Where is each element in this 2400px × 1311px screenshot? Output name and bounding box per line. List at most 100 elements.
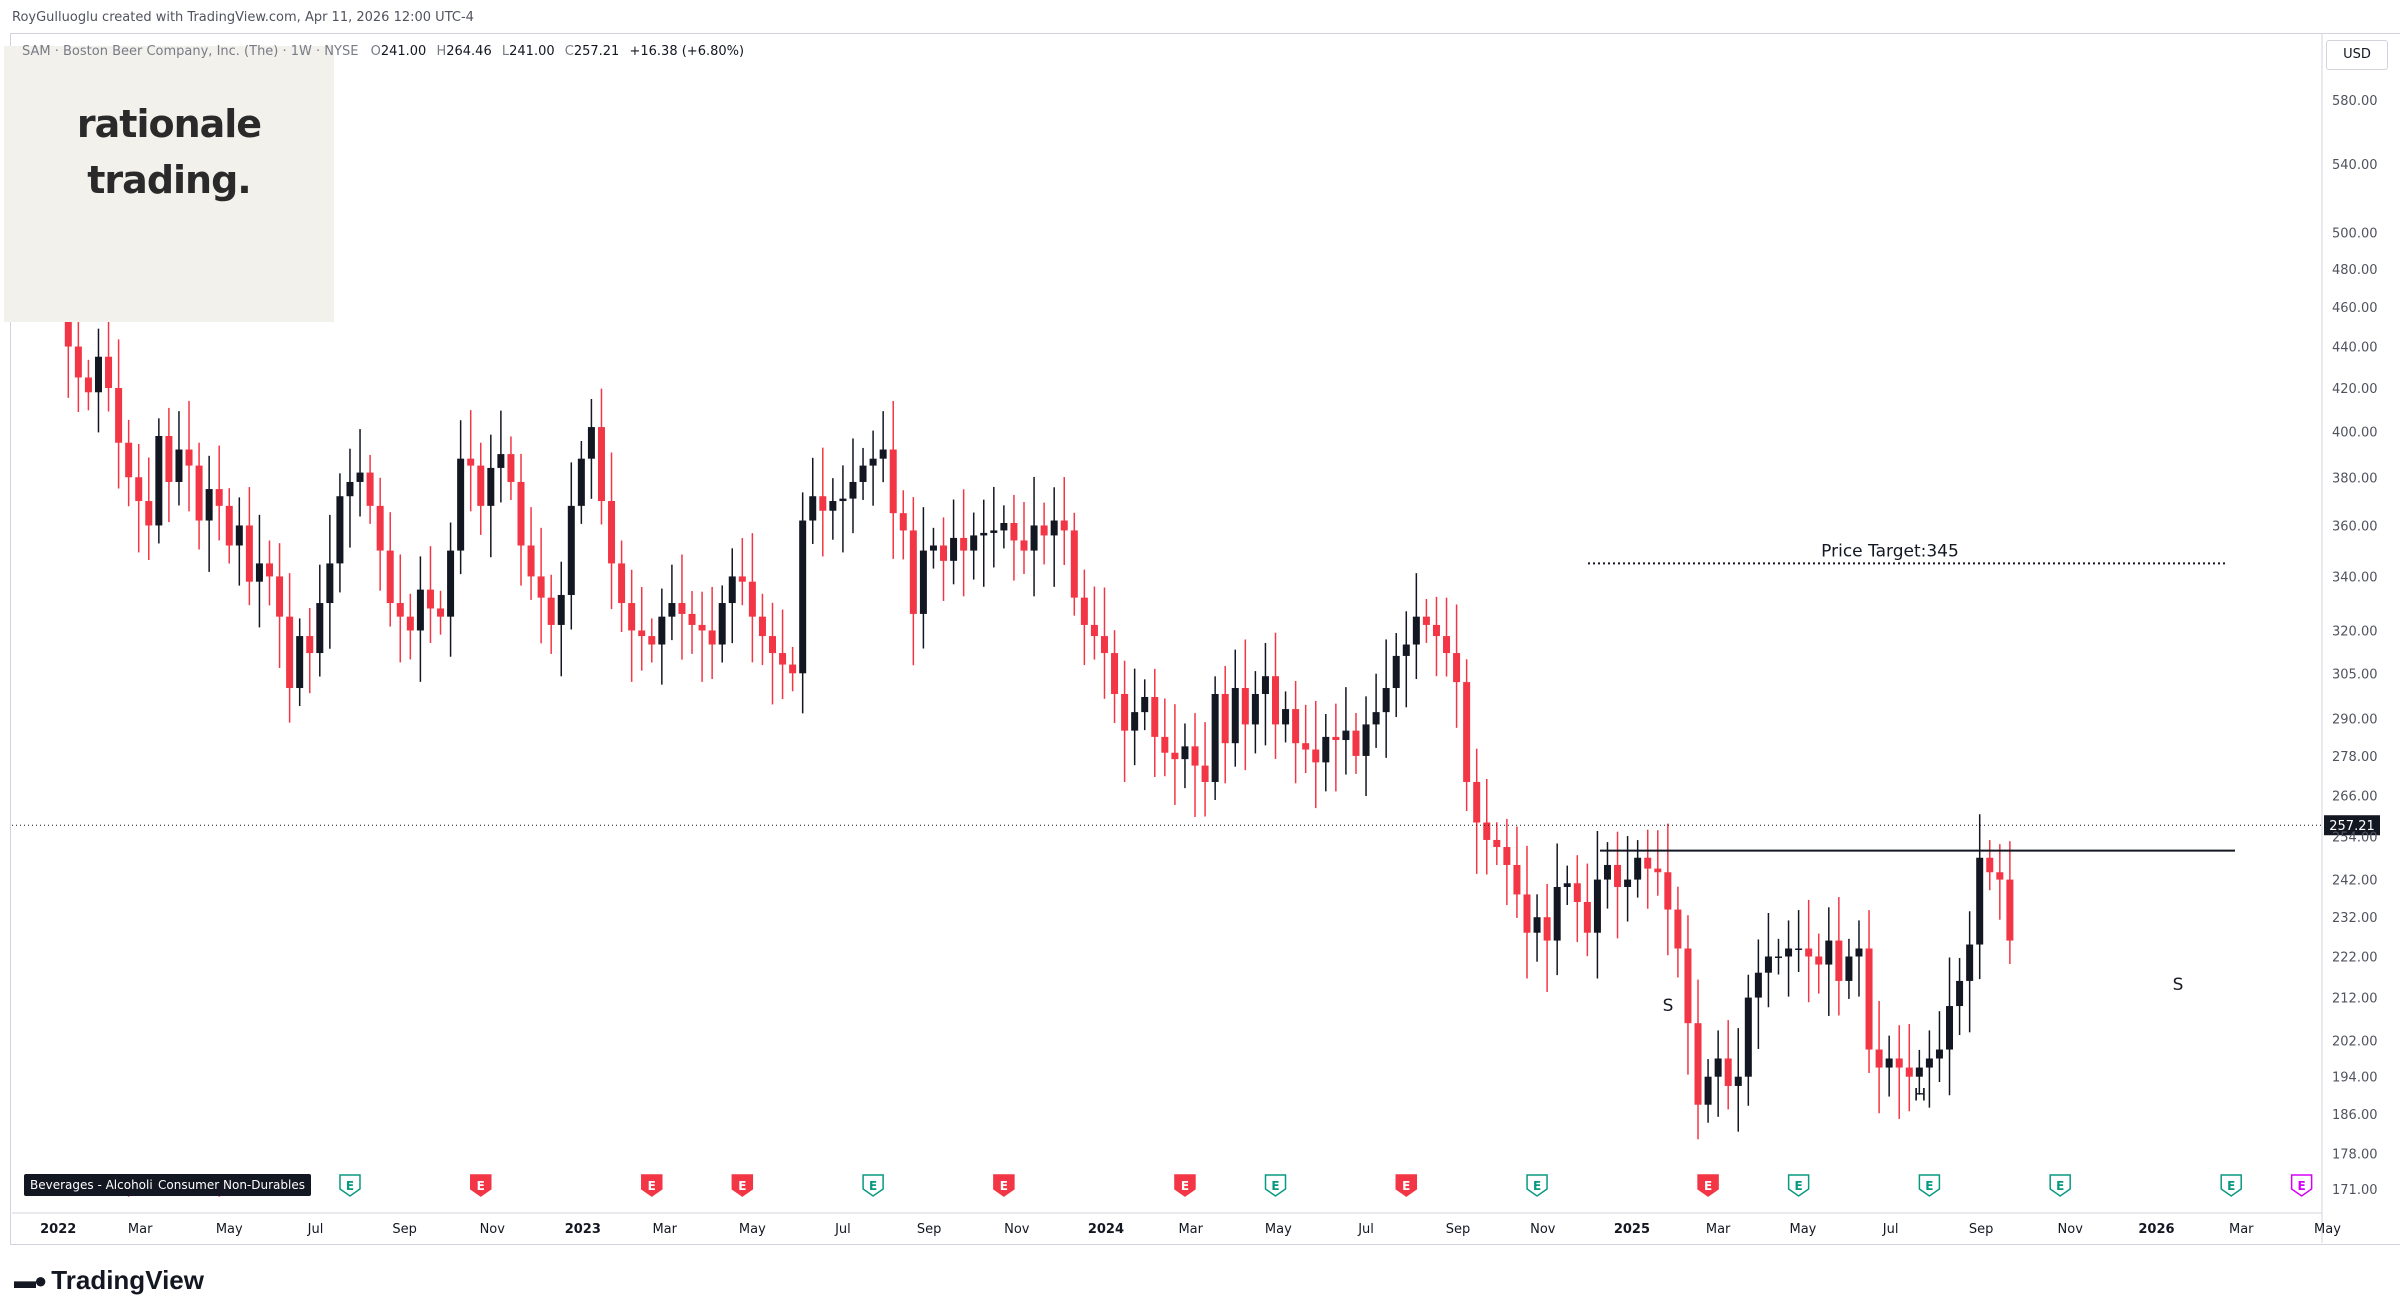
candle-body (1292, 709, 1300, 744)
logo-line-2: trading. (87, 158, 251, 202)
chart-annotation: Price Target:345 (1821, 541, 1959, 561)
candle-body (1030, 525, 1038, 551)
y-tick-label: 500.00 (2332, 227, 2378, 242)
time-axis: 2022 Mar May Jul Sep Nov 2023 Mar May Jul Sep Nov 20… (12, 1212, 2341, 1237)
candle-body (1010, 522, 1018, 541)
logo-line-1: rationale (76, 102, 262, 146)
candle-body (235, 525, 243, 546)
candle-body (185, 449, 193, 466)
earnings-marker-letter: E (346, 1179, 354, 1193)
open-label: O (370, 44, 381, 59)
x-tick-label: May (1265, 1222, 1292, 1237)
candle-body (125, 442, 133, 478)
candle-body (1181, 746, 1189, 760)
y-tick-label: 340.00 (2332, 570, 2378, 585)
candle-body (970, 535, 978, 551)
x-tick-label: Jul (1882, 1222, 1899, 1237)
candle-body (2006, 879, 2014, 941)
candle-body (1925, 1058, 1933, 1068)
x-tick-label: Sep (917, 1222, 942, 1237)
candle-body (84, 377, 92, 393)
earnings-marker-icon (1174, 1174, 1196, 1197)
candle-body (527, 545, 535, 577)
earnings-marker-letter: E (1402, 1179, 1410, 1193)
candle-body (155, 435, 163, 526)
candle-body (326, 563, 334, 604)
candle-body (175, 449, 183, 482)
earnings-marker-icon (1918, 1174, 1941, 1197)
earnings-marker-letter: E (2227, 1179, 2235, 1193)
candle-body (1976, 857, 1984, 945)
candle-body (115, 388, 123, 443)
candle-body (809, 496, 817, 521)
category-badge-beverages[interactable]: Beverages - Alcoholic (24, 1174, 166, 1196)
y-tick-label: 278.00 (2332, 750, 2378, 765)
candle-body (105, 356, 113, 389)
candle-body (94, 356, 102, 393)
candle-body (1362, 724, 1370, 756)
x-tick-label: Sep (1969, 1222, 1994, 1237)
candle-body (1714, 1058, 1722, 1077)
earnings-marker-letter: E (1795, 1179, 1803, 1193)
earnings-marker-letter: E (1000, 1179, 1008, 1193)
open-value: 241.00 (380, 44, 427, 59)
candle-body (1382, 688, 1390, 713)
candle-body (296, 636, 304, 689)
earnings-marker-letter: E (2298, 1179, 2306, 1193)
candle-body (286, 616, 294, 689)
earnings-marker-letter: E (1704, 1179, 1712, 1193)
candle-body (1563, 883, 1571, 887)
candle-body (1151, 696, 1159, 737)
category-badge-consumer[interactable]: Consumer Non-Durables (152, 1174, 311, 1196)
tradingview-logo[interactable]: ▬● TradingView (14, 1265, 204, 1296)
symbol-legend[interactable]: SAM · Boston Beer Company, Inc. (The) · … (22, 44, 744, 59)
candle-body (1996, 872, 2004, 880)
x-tick-label: May (739, 1222, 766, 1237)
candle-body (1100, 636, 1108, 654)
candle-body (1775, 956, 1782, 958)
candle-body (557, 594, 565, 625)
candle-body (980, 532, 988, 536)
candle-body (346, 481, 354, 497)
candle-body (74, 346, 82, 378)
candle-body (960, 537, 968, 551)
candle-body (266, 563, 273, 577)
candle-body (165, 435, 173, 482)
candle-body (1795, 948, 1803, 950)
y-tick-label: 580.00 (2332, 94, 2378, 109)
x-tick-label: May (1789, 1222, 1816, 1237)
earnings-marker-letter: E (738, 1179, 746, 1193)
x-tick-label: 2026 (2138, 1222, 2174, 1237)
candle-body (1825, 940, 1833, 965)
x-tick-label: 2022 (40, 1222, 76, 1237)
candle-body (1161, 736, 1169, 753)
candle-body (1764, 956, 1772, 973)
candle-body (758, 616, 766, 637)
x-tick-label: May (2314, 1222, 2341, 1237)
x-tick-label: Mar (1706, 1222, 1731, 1237)
candle-body (638, 630, 646, 637)
earnings-marker-icon (1787, 1174, 1810, 1197)
candle-body (1453, 653, 1461, 683)
candle-body (1915, 1067, 1923, 1077)
candle-body (1282, 709, 1290, 725)
candle-body (487, 467, 495, 506)
price-axis: 171.00 178.00 186.00 194.00 202.00 212.00 222.… (2321, 34, 2378, 1243)
candle-body (718, 603, 726, 645)
earnings-marker-letter: E (648, 1179, 656, 1193)
candle-body (909, 530, 917, 614)
candle-body (1352, 730, 1360, 756)
candle-body (1392, 655, 1400, 689)
candle-body (366, 472, 374, 506)
candle-body (396, 603, 404, 617)
candle-body (1191, 746, 1199, 766)
candle-body (517, 481, 525, 546)
candle-body (1000, 522, 1008, 531)
x-tick-label: Nov (480, 1222, 506, 1237)
candle-body (849, 481, 857, 499)
y-tick-label: 460.00 (2332, 301, 2378, 316)
currency-selector[interactable]: USD (2326, 40, 2388, 70)
tradingview-mark-icon: ▬● (14, 1267, 47, 1293)
x-tick-label: 2025 (1614, 1222, 1650, 1237)
